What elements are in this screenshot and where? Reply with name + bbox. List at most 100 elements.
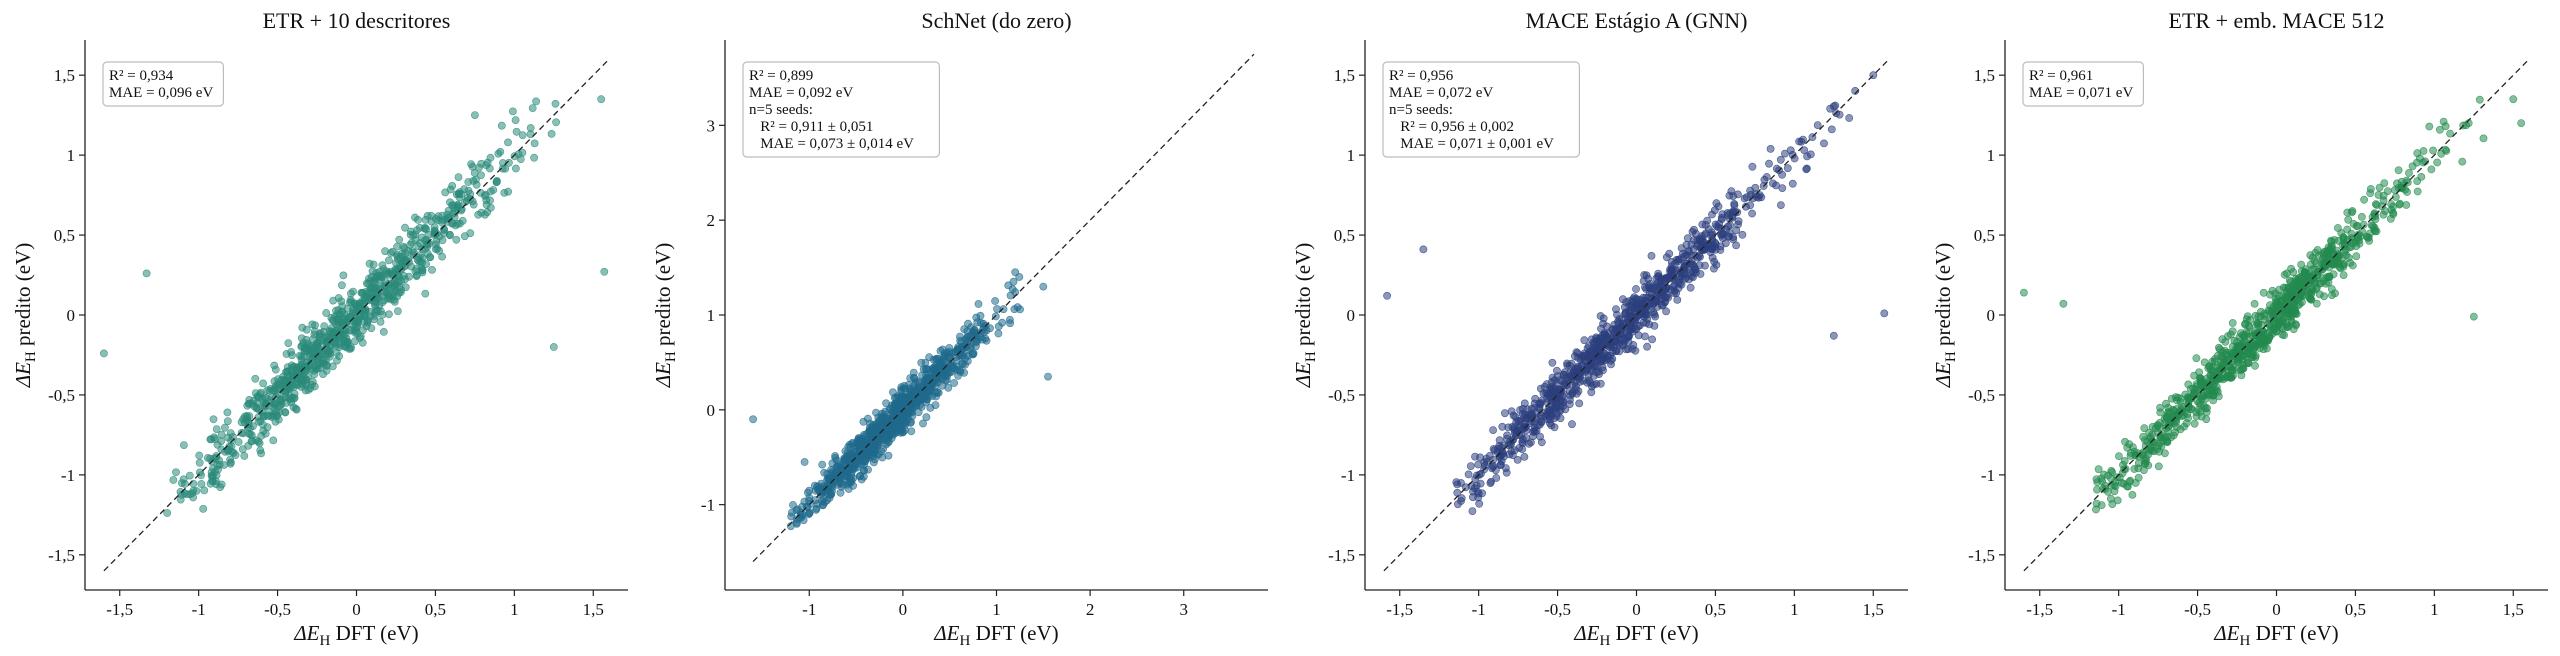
data-point: [805, 508, 814, 517]
data-point: [1624, 337, 1633, 346]
data-point: [2128, 490, 2137, 499]
y-tick-label: -0,5: [48, 386, 75, 405]
data-point: [2250, 340, 2258, 349]
stats-box: [742, 61, 940, 158]
data-point: [189, 479, 198, 488]
data-point: [833, 462, 842, 470]
data-point: [1806, 150, 1815, 159]
data-point: [2264, 328, 2272, 337]
data-point: [518, 131, 527, 139]
data-point: [443, 213, 452, 222]
data-point: [240, 412, 249, 421]
data-point: [195, 458, 204, 467]
data-point: [526, 124, 535, 132]
data-point: [1453, 480, 1462, 489]
data-point: [1674, 257, 1682, 266]
data-point: [1827, 125, 1836, 134]
y-tick-label: 1,5: [1334, 66, 1355, 85]
data-point: [1006, 315, 1014, 324]
data-point: [1721, 239, 1730, 248]
data-point: [2259, 288, 2268, 297]
data-point: [999, 305, 1008, 314]
data-point: [2446, 129, 2454, 138]
data-point: [904, 381, 913, 389]
data-point: [2184, 380, 2193, 389]
data-point: [2286, 312, 2295, 321]
data-point: [210, 433, 218, 442]
data-point: [1710, 264, 1718, 273]
data-point: [1568, 420, 1576, 429]
data-point: [2379, 191, 2388, 200]
y-tick-label: 0: [67, 306, 76, 325]
data-point: [245, 395, 254, 404]
x-tick-label: 0: [1632, 600, 1641, 619]
y-axis-label: ΔEH predito (eV): [1931, 243, 1959, 388]
data-point: [483, 208, 492, 217]
data-point: [2330, 258, 2339, 267]
data-point: [433, 244, 442, 253]
data-point: [320, 322, 329, 330]
data-point: [182, 490, 191, 499]
data-point: [1644, 274, 1652, 283]
data-point: [953, 345, 962, 354]
data-point: [1571, 364, 1580, 373]
y-axis-label-subscript: H: [1943, 351, 1959, 362]
data-point: [919, 365, 928, 374]
data-point: [2298, 292, 2307, 301]
data-point: [1419, 245, 1428, 254]
data-point: [176, 495, 185, 504]
y-tick-label: 0: [1987, 306, 1996, 325]
stats-line: MAE = 0,092 eV: [749, 85, 853, 101]
data-point: [163, 509, 172, 517]
data-point: [179, 441, 188, 449]
data-point: [898, 428, 907, 437]
data-point: [1726, 221, 1734, 230]
x-tick-label: 0,5: [1705, 600, 1726, 619]
data-point: [820, 468, 829, 477]
data-point: [2203, 388, 2211, 397]
data-point: [252, 403, 261, 412]
y-tick-label: 3: [707, 116, 716, 135]
data-point: [482, 200, 491, 209]
data-point: [1880, 309, 1889, 318]
data-point: [338, 308, 347, 317]
data-point: [1469, 493, 1477, 502]
data-point: [1632, 285, 1640, 293]
data-point: [2235, 333, 2244, 341]
data-point: [2150, 447, 2159, 456]
data-point: [972, 313, 981, 322]
data-point: [2119, 460, 2127, 469]
data-point: [1788, 179, 1797, 188]
data-point: [2349, 219, 2358, 228]
stats-line: R² = 0,956 ± 0,002: [1389, 119, 1514, 135]
data-point: [2417, 172, 2426, 181]
data-point: [2386, 214, 2395, 223]
data-point: [1516, 406, 1524, 414]
data-point: [2312, 299, 2321, 308]
stats-line: R² = 0,961: [2029, 68, 2093, 84]
data-point: [466, 229, 475, 238]
data-point: [1760, 175, 1769, 184]
data-point: [1701, 261, 1709, 270]
data-point: [257, 431, 266, 440]
data-point: [1044, 372, 1052, 381]
data-point: [281, 408, 290, 417]
data-point: [961, 343, 970, 352]
panel-1: ETR + 10 descritores -1,5 -1 -0,5 0 0,5 1 1,5 -1…: [11, 8, 628, 649]
data-point: [1778, 184, 1787, 192]
x-axis-label: ΔEH DFT (eV): [2213, 621, 2338, 649]
data-point: [1522, 434, 1531, 442]
data-point: [1778, 170, 1786, 179]
data-point: [2396, 199, 2404, 208]
data-point: [1657, 276, 1665, 285]
data-point: [854, 440, 863, 449]
x-axis-label-symbol: ΔE: [933, 621, 959, 645]
data-point: [199, 504, 208, 513]
data-point: [421, 215, 430, 224]
data-point: [409, 231, 417, 240]
data-point: [2433, 158, 2442, 167]
data-point: [2306, 295, 2315, 304]
y-tick-label: 0,5: [1974, 226, 1995, 245]
data-point: [1732, 241, 1740, 250]
